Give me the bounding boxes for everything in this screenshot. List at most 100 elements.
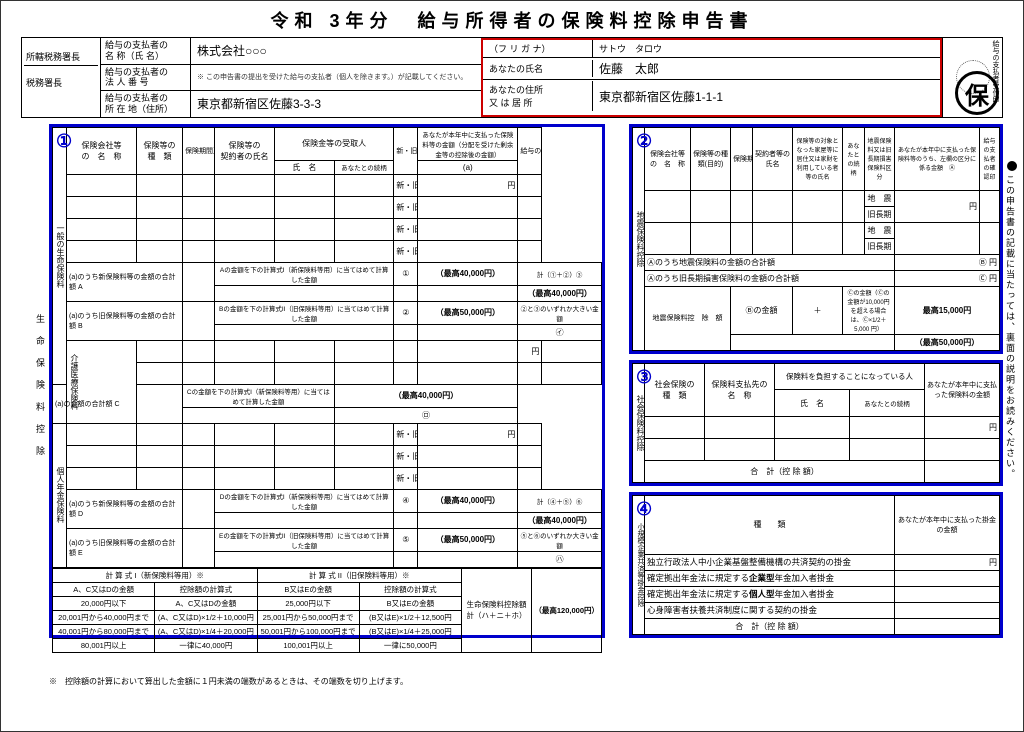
bullet-icon	[1007, 161, 1017, 171]
p1-row-E: (a)のうち旧保険料等の金額の合計額 E	[67, 528, 183, 567]
p2-col-confirm: 給与の支払者の確認印	[980, 127, 1000, 190]
calc-h1: A、C又はDの金額	[53, 582, 155, 596]
tax-supervisor-label: 所轄税務署長	[24, 40, 98, 66]
calc-cell: 100,001円以上	[257, 638, 359, 652]
p1-amount-a: (a)	[418, 160, 518, 174]
applicant-info: （フ リ ガ ナ） サトウ タロウ あなたの氏名 佐藤 太郎 あなたの住所 又 …	[481, 38, 942, 117]
p1-calc-D: Dの金額を下の計算式I（新保険料等用）に当てはめて計算した金額	[215, 489, 394, 512]
p1-col-period: 保険期間又は年金支払期間	[183, 127, 215, 174]
p4-row: 独立行政法人中小企業基盤整備機構の共済契約の掛金	[645, 554, 895, 570]
p3-col-payee: 保険料支払先の 名 称	[705, 363, 775, 416]
newold-opt: 新・旧	[394, 467, 418, 489]
sum-jishin: Ⓐのうち地震保険料の金額の合計額	[645, 254, 895, 270]
p1-col-confirm: 給与の支払者の確認印	[518, 127, 542, 174]
payer-addr-label: 給与の支払者の 所 在 地（住所）	[101, 91, 191, 117]
p2-col-period: 保険期間	[731, 127, 753, 190]
calc-cell: 40,001円から80,000円まで	[53, 624, 155, 638]
newold-opt: 新・旧	[394, 240, 418, 262]
p3-col-amount: あなたが本年中に支払った保険料の金額	[925, 363, 1000, 416]
max-15k: 最高15,000円	[895, 286, 1000, 334]
payer-corp-note: ※ この申告書の提出を受けた給与の支払者（個人を除きます。）が記載してください。	[191, 70, 481, 84]
yen-label: 円	[925, 416, 1000, 438]
furigana-label: （フ リ ガ ナ）	[483, 40, 593, 57]
ind-pension-label: 個人年金保険料	[55, 467, 66, 523]
applicant-addr-label: あなたの住所 又 は 居 所	[483, 81, 593, 111]
newold-opt: 新・旧	[394, 423, 418, 445]
p2-col-contractor: 契約者等の氏名	[753, 127, 793, 190]
newold-opt: 新・旧	[394, 445, 418, 467]
p4-col-amount: あなたが本年中に支払った掛金の金額	[895, 495, 1000, 554]
header-block: 所轄税務署長 税務署長 給与の支払者の 名 称（氏 名） 株式会社○○○ 給与の…	[21, 37, 1003, 118]
life-total-label: 生命保険料控除額 計（ハ＋ニ＋ホ）	[462, 568, 532, 652]
yen-label: 円	[895, 554, 1000, 570]
yen-label: 円	[418, 174, 518, 196]
general-life-label: 一般の生命保険料	[55, 224, 66, 288]
max-40k: （最高40,000円）	[334, 384, 518, 407]
tax-chief-label: 税務署長	[24, 66, 98, 91]
calc-cell: 一律に50,000円	[359, 638, 461, 652]
calc-cell: (B又はE)×1/2＋12,500円	[359, 610, 461, 624]
max-50k: （最高50,000円）	[418, 528, 518, 551]
max-40k: （最高40,000円）	[518, 512, 602, 528]
yen-label: 円	[418, 423, 518, 445]
p4-row: 心身障害者扶養共済制度に関する契約の掛金	[645, 602, 895, 618]
p1-col-type: 保険等の 種 類	[137, 127, 183, 174]
life-ins-vertical-label: 生 命 保 険 料 控 除	[33, 314, 47, 457]
panel3-number: ③	[636, 367, 658, 389]
yen-label: 円	[518, 340, 542, 362]
max-50k: （最高50,000円）	[418, 301, 518, 324]
calc-cell: 80,001円以上	[53, 638, 155, 652]
jishin-opt: 地 震	[865, 190, 895, 206]
calc-h3: B又はEの金額	[257, 582, 359, 596]
p2-final-label: 地震保険料控 除 額	[645, 286, 731, 350]
newold-opt: 新・旧	[394, 196, 418, 218]
calc-cell: 50,001円から100,000円まで	[257, 624, 359, 638]
p2-col-kind: 地震保険料又は旧長期損害保険料区分	[865, 127, 895, 190]
p1-sum12: 計（①＋②）③	[518, 262, 602, 285]
footnote: ※ 控除額の計算において算出した金額に１円未満の端数があるときは、その端数を切り…	[49, 676, 1003, 687]
p4-total: 合 計（控 除 額）	[645, 618, 895, 634]
p1-row-D: (a)のうち新保険料等の金額の合計額 D	[67, 489, 183, 528]
old-long-opt: 旧長期	[865, 238, 895, 254]
small-biz-mutual-panel: ④ 小規模企業共済等掛金控除 種 類 あなたが本年中に支払った掛金の金額 独立行…	[629, 492, 1003, 638]
p3-total: 合 計（控 除 額）	[645, 460, 925, 482]
p2-vlabel: 地震保険料控除	[635, 211, 645, 267]
panel2-number: ②	[636, 131, 658, 153]
newold-opt: 新・旧	[394, 174, 418, 196]
p1-col-recipient: 保険金等の受取人	[275, 127, 394, 160]
p4-row: 確定拠出年金法に規定する企業型年金加入者掛金	[645, 570, 895, 586]
newold-opt: 新・旧	[394, 218, 418, 240]
p1-calc-C: Cの金額を下の計算式I（新保険料等用）に当てはめて計算した金額	[183, 384, 335, 407]
applicant-addr: 東京都新宿区佐藤1-1-1	[593, 86, 940, 107]
panel1-number: ①	[56, 131, 78, 153]
calc-title-1: 計 算 式 I（新保険料等用）※	[53, 568, 258, 582]
p1-calc-A: Aの金額を下の計算式I（新保険料等用）に当てはめて計算した金額	[215, 262, 394, 285]
calc-title-2: 計 算 式 II（旧保険料等用）※	[257, 568, 462, 582]
payer-name-label: 給与の支払者の 名 称（氏 名）	[101, 38, 191, 64]
p2-col-target: 保険等の対象となった家屋等に居住又は家財を利用している者等の氏名	[793, 127, 843, 190]
p2-b-label: Ⓑの金額	[731, 286, 793, 334]
payer-addr: 東京都新宿区佐藤3-3-3	[191, 93, 481, 114]
p1-row-B: (a)のうち旧保険料等の金額の合計額 B	[67, 301, 183, 340]
p1-calc-E: Eの金額を下の計算式II（旧保険料等用）に当てはめて計算した金額	[215, 528, 394, 551]
social-insurance-panel: ③ 社会保険料控除 社会保険の 種 類 保険料支払先の 名 称 保険料を負担する…	[629, 360, 1003, 486]
calc-cell: 25,001円から50,000円まで	[257, 610, 359, 624]
calc-cell: 20,000円以下	[53, 596, 155, 610]
p1-row-A: (a)のうち新保険料等の金額の合計額 A	[67, 262, 183, 301]
max-120k: （最高120,000円）	[534, 605, 599, 616]
p1-recipient-name: 氏 名	[275, 160, 335, 174]
calc-h2: 控除額の計算式	[155, 582, 257, 596]
sum-old-long: Ⓐのうち旧長期損害保険料の金額の合計額	[645, 270, 895, 286]
p3-vlabel: 社会保険料控除	[635, 395, 645, 451]
p1-bigger: ②と③のいずれか大きい金額	[518, 301, 602, 324]
calc-cell: 一律に40,000円	[155, 638, 257, 652]
applicant-name-label: あなたの氏名	[483, 60, 593, 77]
p1-recipient-rel: あなたとの続柄	[334, 160, 394, 174]
p3-person-rel: あなたとの続柄	[850, 390, 925, 417]
p3-person-name: 氏 名	[775, 390, 850, 417]
p2-col-rel: あなたとの続柄	[843, 127, 865, 190]
payer-corp-label: 給与の支払者の 法 人 番 号	[101, 65, 191, 91]
p1-row-C: (a)の金額の合計額 C	[53, 384, 137, 423]
payer-name: 株式会社○○○	[191, 40, 481, 61]
payer-info: 給与の支払者の 名 称（氏 名） 株式会社○○○ 給与の支払者の 法 人 番 号…	[101, 38, 481, 117]
